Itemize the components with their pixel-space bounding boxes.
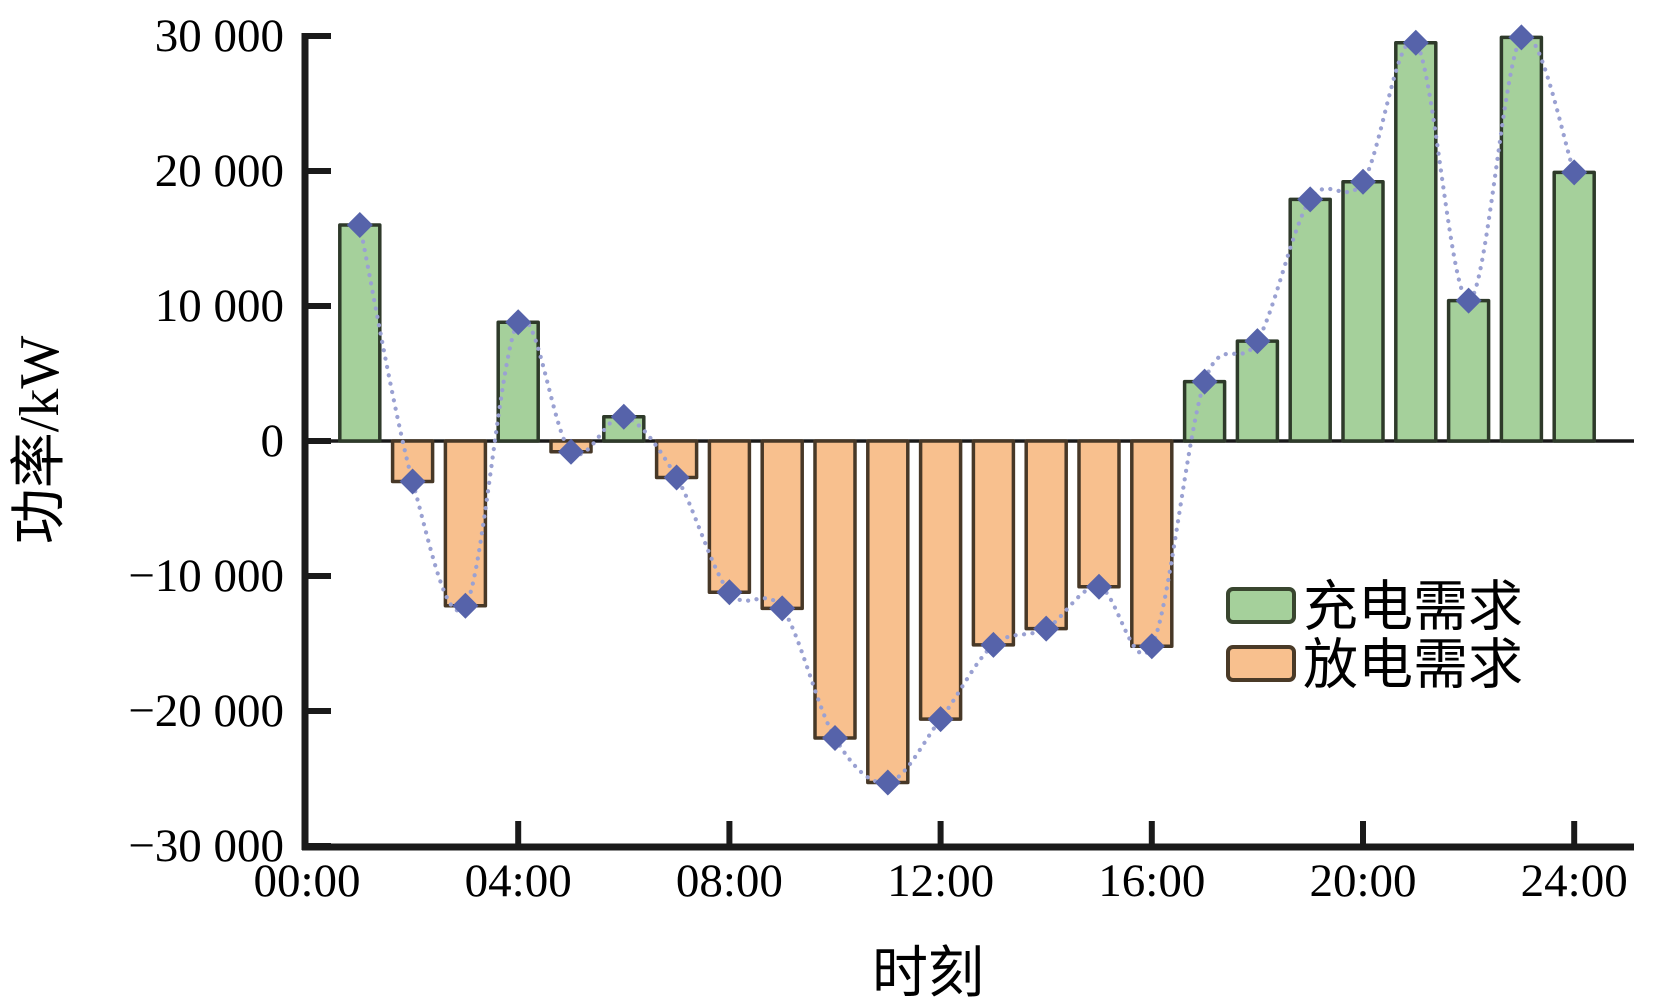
x-tick-label: 24:00 — [1521, 855, 1628, 907]
demand-marker-0300 — [452, 592, 479, 619]
x-tick-label: 08:00 — [676, 855, 783, 907]
x-tick-label: 16:00 — [1098, 855, 1205, 907]
bar-discharging-1400 — [1024, 439, 1068, 631]
plot-area: 30 000 20 000 10 000 0 −10 000 −20 000 −30 000… — [128, 10, 1634, 907]
demand-marker-2100 — [1402, 29, 1429, 56]
demand-marker-1800 — [1244, 328, 1271, 355]
bar-charging-2400 — [1552, 170, 1596, 443]
legend-swatch-discharging — [1226, 645, 1296, 682]
demand-marker-1200 — [927, 706, 954, 733]
bar-discharging-1500 — [1077, 439, 1121, 589]
y-axis-title: 功率/kW — [9, 336, 71, 545]
demand-marker-1100 — [874, 769, 901, 796]
x-tick-label: 04:00 — [465, 855, 572, 907]
bar-charging-2000 — [1341, 180, 1385, 443]
y-tick-label: 20 000 — [155, 145, 284, 197]
demand-marker-0400 — [505, 309, 532, 336]
bar-charging-2100 — [1394, 41, 1438, 443]
bar-charging-2200 — [1446, 298, 1491, 443]
demand-marker-0100 — [346, 212, 373, 238]
bar-discharging-1000 — [813, 439, 857, 740]
legend-label-charging: 充电需求 — [1303, 577, 1523, 638]
demand-marker-0600 — [610, 403, 637, 430]
demand-marker-0800 — [716, 579, 743, 606]
bar-discharging-0300 — [443, 439, 488, 608]
bar-discharging-1600 — [1130, 439, 1174, 648]
bar-charging-1900 — [1288, 197, 1332, 443]
demand-marker-1700 — [1191, 368, 1218, 395]
y-tick-label: −30 000 — [128, 820, 284, 872]
demand-marker-2400 — [1561, 159, 1588, 186]
bar-discharging-1300 — [971, 439, 1016, 647]
demand-marker-0200 — [399, 468, 426, 495]
x-tick-label: 12:00 — [887, 855, 994, 907]
bar-discharging-0800 — [707, 439, 752, 594]
x-tick-label: 20:00 — [1309, 855, 1416, 907]
legend-swatch-charging — [1226, 587, 1296, 624]
demand-marker-2200 — [1455, 287, 1482, 314]
demand-marker-1000 — [822, 725, 848, 751]
y-tick-label: 10 000 — [155, 280, 284, 332]
y-tick-label: 30 000 — [155, 10, 284, 62]
demand-marker-1900 — [1297, 186, 1324, 213]
bar-discharging-1100 — [866, 439, 910, 785]
legend-label-discharging: 放电需求 — [1303, 635, 1523, 696]
demand-marker-1400 — [1033, 615, 1060, 642]
demand-marker-2300 — [1508, 24, 1535, 51]
bar-charging-0100 — [338, 223, 382, 443]
bar-charging-1800 — [1235, 339, 1280, 443]
bar-discharging-0900 — [760, 439, 804, 611]
y-tick-label: −20 000 — [128, 685, 284, 737]
demand-marker-0500 — [558, 438, 584, 465]
demand-marker-0900 — [769, 595, 796, 622]
y-tick-label: 0 — [261, 415, 285, 467]
legend: 充电需求 放电需求 — [1226, 577, 1523, 696]
demand-marker-1500 — [1086, 573, 1112, 600]
demand-marker-0700 — [663, 464, 690, 491]
demand-marker-1300 — [980, 631, 1007, 658]
x-tick-label: 00:00 — [253, 855, 360, 907]
y-tick-label: −10 000 — [128, 550, 284, 602]
bar-discharging-1200 — [918, 439, 963, 721]
demand-marker-2000 — [1350, 168, 1376, 195]
demand-marker-1600 — [1138, 633, 1165, 660]
x-axis-title: 时刻 — [872, 943, 984, 1005]
